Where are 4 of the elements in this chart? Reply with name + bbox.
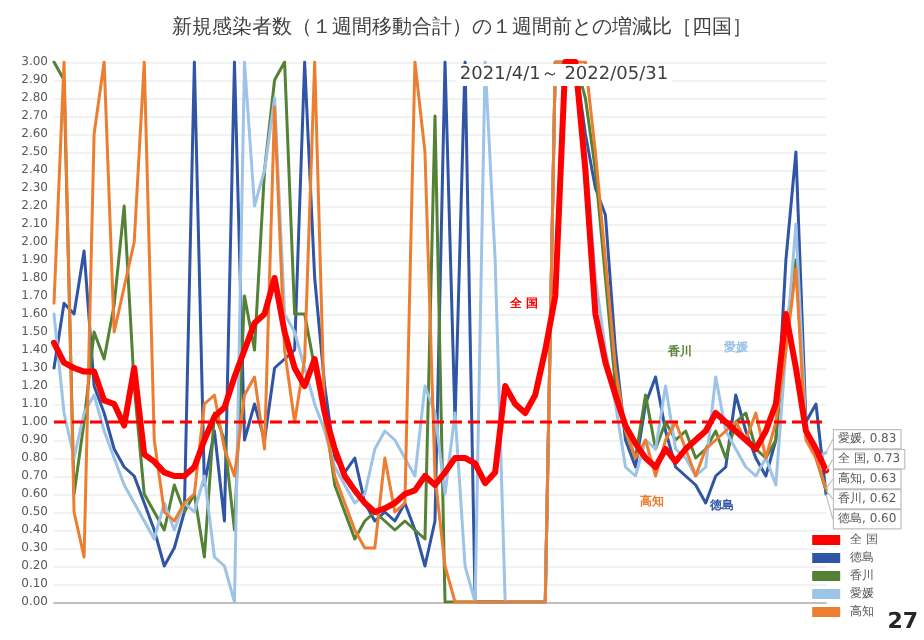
line-series <box>51 59 829 515</box>
text: 27 <box>887 608 919 634</box>
chart-title: 新規感染者数（１週間移動合計）の１週間前との増減比［四国］ <box>172 15 752 39</box>
chart-subtitle: 2021/4/1～ 2022/05/31 <box>459 65 669 85</box>
